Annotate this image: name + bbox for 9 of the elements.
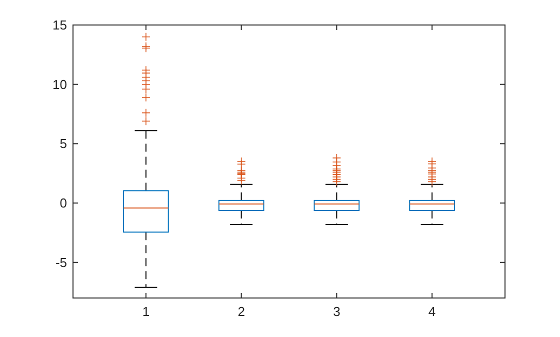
y-tick-label: 5 [60, 136, 67, 152]
x-tick-label: 2 [238, 304, 245, 319]
x-tick-label: 3 [333, 304, 340, 319]
y-tick-label: 10 [52, 76, 67, 92]
y-tick-label: 0 [60, 196, 67, 211]
x-tick-label: 4 [428, 304, 436, 319]
y-tick-label: -5 [55, 254, 67, 270]
y-tick-label: 15 [52, 18, 67, 33]
x-tick-label: 1 [142, 304, 150, 319]
